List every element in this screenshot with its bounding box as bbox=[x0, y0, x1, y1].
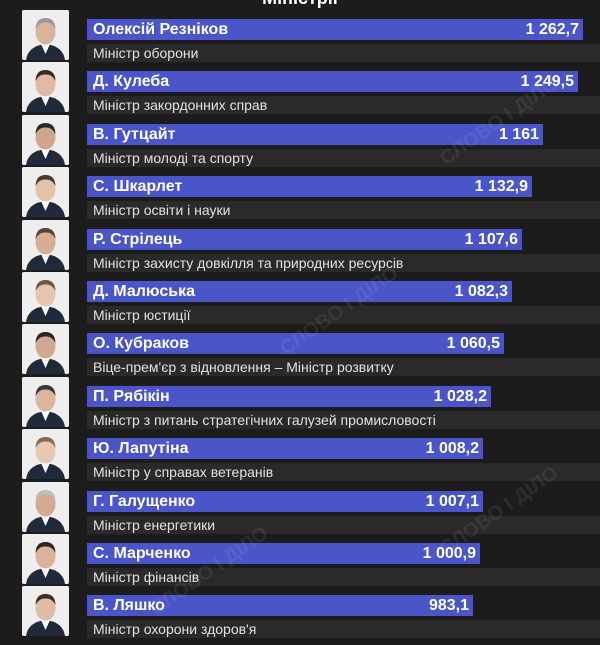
bar: Д. Малюська 1 082,3 bbox=[87, 281, 512, 302]
bar-label: С. Шкарлет bbox=[93, 178, 183, 196]
portrait-icon bbox=[22, 324, 69, 375]
data-label: 1 249,5 bbox=[520, 73, 574, 91]
portrait-icon bbox=[22, 272, 69, 322]
chart-title: Міністрії bbox=[0, 0, 600, 8]
data-label: 1 000,9 bbox=[422, 545, 476, 562]
bar: П. Рябікін 1 028,2 bbox=[87, 385, 491, 407]
bar: В. Гутцайт 1 161 bbox=[87, 123, 543, 145]
role-label: Міністр закордонних справ bbox=[93, 97, 268, 114]
bar-label: В. Ляшко bbox=[93, 597, 165, 615]
role-strip: Міністр фінансів bbox=[87, 568, 600, 586]
role-label: Міністр молоді та спорту bbox=[93, 149, 254, 166]
bar-label: О. Кубраков bbox=[93, 335, 189, 353]
bar: Г. Галущенко 1 007,1 bbox=[87, 490, 483, 512]
role-strip: Міністр освіти і науки bbox=[87, 201, 600, 220]
role-label: Міністр з питань стратегічних галузей пр… bbox=[93, 411, 436, 428]
data-label: 1 107,6 bbox=[464, 230, 518, 248]
portrait-icon bbox=[22, 376, 69, 427]
portrait-icon bbox=[22, 481, 69, 532]
role-strip: Віце-прем'єр з відновлення – Міністр роз… bbox=[87, 358, 600, 377]
data-label: 1 060,5 bbox=[446, 335, 500, 353]
portrait-icon bbox=[22, 114, 69, 165]
bar: Д. Кулеба 1 249,5 bbox=[87, 71, 578, 93]
bar-label: Г. Галущенко bbox=[93, 492, 196, 510]
role-strip: Міністр з питань стратегічних галузей пр… bbox=[87, 410, 600, 429]
bar: Ю. Лапутіна 1 008,2 bbox=[87, 438, 483, 460]
bar: О. Кубраков 1 060,5 bbox=[87, 333, 504, 355]
role-label: Міністр у справах ветеранів bbox=[93, 464, 274, 481]
role-strip: Міністр енергетики bbox=[87, 515, 600, 534]
portrait-icon bbox=[22, 534, 69, 584]
chart-row: В. Ляшко 983,1 Міністр охорони здоров'я bbox=[0, 586, 600, 639]
data-label: 1 007,1 bbox=[425, 492, 479, 510]
role-label: Міністр захисту довкілля та природних ре… bbox=[93, 254, 404, 271]
portrait-icon bbox=[22, 429, 69, 480]
chart-row: Д. Кулеба 1 249,5 Міністр закордонних спра… bbox=[0, 62, 600, 115]
role-label: Міністр юстиції bbox=[93, 307, 191, 323]
role-label: Міністр освіти і науки bbox=[93, 202, 231, 219]
portrait-icon bbox=[22, 586, 69, 637]
chart-row: Р. Стрілець 1 107,6 Міністр захисту довкіл… bbox=[0, 219, 600, 272]
bar: В. Ляшко 983,1 bbox=[87, 595, 473, 617]
bar: С. Шкарлет 1 132,9 bbox=[87, 176, 532, 198]
data-label: 1 028,2 bbox=[433, 387, 487, 405]
role-label: Міністр охорони здоров'я bbox=[93, 621, 257, 638]
bar: С. Марченко 1 000,9 bbox=[87, 543, 480, 564]
chart-row: Олексій Резніков 1 262,7 Міністр оборони bbox=[0, 10, 600, 62]
data-label: 1 008,2 bbox=[425, 440, 479, 458]
data-label: 1 082,3 bbox=[454, 283, 508, 300]
role-strip: Міністр захисту довкілля та природних ре… bbox=[87, 253, 600, 272]
bar-label: П. Рябікін bbox=[93, 387, 170, 405]
role-strip: Міністр закордонних справ bbox=[87, 96, 600, 115]
chart-row: П. Рябікін 1 028,2 Міністр з питань страте… bbox=[0, 376, 600, 429]
bar-label: Р. Стрілець bbox=[93, 230, 183, 248]
chart-row: В. Гутцайт 1 161 Міністр молоді та спорту bbox=[0, 114, 600, 167]
role-label: Міністр фінансів bbox=[93, 569, 200, 585]
role-strip: Міністр охорони здоров'я bbox=[87, 620, 600, 639]
portrait-icon bbox=[22, 219, 69, 270]
chart-row: Г. Галущенко 1 007,1 Міністр енергетики bbox=[0, 481, 600, 534]
portrait-icon bbox=[22, 167, 69, 218]
role-label: Міністр енергетики bbox=[93, 516, 216, 533]
role-strip: Міністр молоді та спорту bbox=[87, 148, 600, 167]
bar-label: С. Марченко bbox=[93, 545, 191, 562]
chart-row: С. Шкарлет 1 132,9 Міністр освіти і науки bbox=[0, 167, 600, 220]
portrait-icon bbox=[22, 62, 69, 113]
data-label: 983,1 bbox=[428, 597, 469, 615]
data-label: 1 161 bbox=[498, 125, 539, 143]
bar-label: Д. Кулеба bbox=[93, 73, 170, 91]
chart-row: О. Кубраков 1 060,5 Віце-прем'єр з відновл… bbox=[0, 324, 600, 377]
chart-row: Ю. Лапутіна 1 008,2 Міністр у справах вете… bbox=[0, 429, 600, 482]
bar-label: Олексій Резніков bbox=[93, 21, 229, 38]
chart-row: С. Марченко 1 000,9 Міністр фінансів bbox=[0, 534, 600, 586]
bar-label: Д. Малюська bbox=[93, 283, 195, 300]
chart-row: Д. Малюська 1 082,3 Міністр юстиції bbox=[0, 272, 600, 324]
bar-label: В. Гутцайт bbox=[93, 125, 176, 143]
role-strip: Міністр юстиції bbox=[87, 306, 600, 324]
portrait-icon bbox=[22, 10, 69, 60]
bar: Р. Стрілець 1 107,6 bbox=[87, 228, 522, 250]
role-label: Міністр оборони bbox=[93, 45, 199, 61]
role-strip: Міністр у справах ветеранів bbox=[87, 463, 600, 482]
role-label: Віце-прем'єр з відновлення – Міністр роз… bbox=[93, 359, 394, 376]
data-label: 1 262,7 bbox=[525, 21, 579, 38]
bar-label: Ю. Лапутіна bbox=[93, 440, 189, 458]
role-strip: Міністр оборони bbox=[87, 44, 600, 62]
data-label: 1 132,9 bbox=[474, 178, 528, 196]
bar: Олексій Резніков 1 262,7 bbox=[87, 19, 583, 40]
